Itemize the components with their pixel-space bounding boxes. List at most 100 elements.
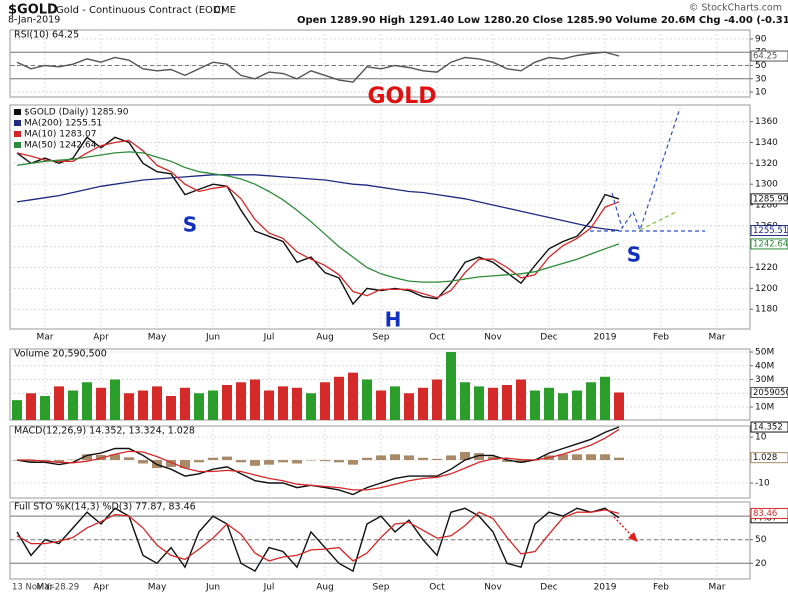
last-value-label: 1.028 xyxy=(753,453,777,463)
x-tick-label: Feb xyxy=(653,583,669,592)
panel-frame xyxy=(9,425,751,499)
histogram-bar xyxy=(614,457,624,461)
series-line xyxy=(16,174,620,232)
legend-entry: $GOLD (Daily) 1285.90 xyxy=(24,108,129,118)
volume-bar xyxy=(390,386,400,420)
volume-bar xyxy=(446,352,456,420)
series-line xyxy=(16,507,620,573)
x-tick-label: Oct xyxy=(429,333,445,343)
x-tick-label: Mar xyxy=(709,583,726,592)
panel-frame xyxy=(9,501,751,580)
quote: Open 1289.90 High 1291.40 Low 1280.20 Cl… xyxy=(297,15,788,26)
volume-bar xyxy=(572,390,582,420)
volume-bar xyxy=(124,393,134,420)
histogram-bar xyxy=(516,460,526,463)
x-tick-label: Jul xyxy=(263,583,275,592)
histogram-bar xyxy=(362,457,372,461)
panel-legend: Full STO %K(14,3) %D(3) 77.87, 83.46 xyxy=(14,502,196,513)
credit: © StockCharts.com xyxy=(689,3,782,14)
sto-arrow xyxy=(613,516,633,537)
histogram-bar xyxy=(110,454,120,461)
volume-bar xyxy=(502,385,512,420)
cursor-readout: 13 Nov Y:-28.29 xyxy=(12,583,79,592)
last-value-label: 1285.90 xyxy=(753,194,788,204)
x-tick-label: May xyxy=(148,583,167,592)
histogram-bar xyxy=(600,454,610,461)
volume-bar xyxy=(306,393,316,420)
volume-bar xyxy=(264,390,274,420)
volume-bar xyxy=(334,376,344,420)
y-tick-label: 1280 xyxy=(755,201,778,211)
volume-bar xyxy=(138,390,148,420)
x-tick-label: Mar xyxy=(37,583,54,592)
volume-bar xyxy=(474,386,484,420)
y-tick-label: 50 xyxy=(755,61,767,71)
y-tick-label: 30M xyxy=(755,375,774,385)
last-value-label: 20590500 xyxy=(753,388,788,398)
x-tick-label: 2019 xyxy=(594,583,617,592)
histogram-bar xyxy=(572,454,582,461)
histogram-bar xyxy=(250,460,260,466)
volume-bar xyxy=(460,382,470,420)
histogram-bar xyxy=(96,454,106,461)
y-tick-label: 50 xyxy=(755,535,767,545)
last-value-label: 14.352 xyxy=(753,423,783,433)
histogram-bar xyxy=(474,453,484,461)
last-value-box xyxy=(750,238,788,250)
legend-swatch xyxy=(14,109,21,115)
legend-swatch xyxy=(14,120,21,126)
volume-bar xyxy=(320,382,330,420)
legend-swatch xyxy=(14,142,21,148)
volume-bar xyxy=(348,372,358,420)
x-tick-label: Apr xyxy=(93,333,109,343)
histogram-bar xyxy=(502,460,512,462)
volume-bar xyxy=(432,379,442,420)
histogram-bar xyxy=(376,455,386,461)
y-tick-label: 1300 xyxy=(755,180,778,190)
volume-bar xyxy=(26,393,36,420)
volume-bar xyxy=(250,379,260,420)
volume-bar xyxy=(530,390,540,420)
x-tick-label: Mar xyxy=(709,333,726,343)
projection-path xyxy=(611,107,681,232)
volume-bar xyxy=(362,379,372,420)
x-tick-label: Dec xyxy=(540,333,557,343)
x-tick-label: Apr xyxy=(93,583,109,592)
y-tick-label: 10 xyxy=(755,433,767,443)
histogram-bar xyxy=(278,460,288,463)
volume-bar xyxy=(222,385,232,420)
histogram-bar xyxy=(68,459,78,461)
legend-swatch xyxy=(14,131,21,137)
annotation: S xyxy=(183,213,197,237)
y-tick-label: 1220 xyxy=(755,263,778,273)
y-tick-label: 50M xyxy=(755,348,774,358)
panel-legend: MACD(12,26,9) 14.352, 13.324, 1.028 xyxy=(14,426,195,437)
y-tick-label: 40M xyxy=(755,361,774,371)
series-line xyxy=(16,136,620,306)
y-tick-label: 1320 xyxy=(755,159,778,169)
volume-bar xyxy=(544,387,554,420)
series-line xyxy=(16,51,620,83)
volume-bar xyxy=(418,387,428,420)
series-line xyxy=(17,428,620,491)
x-tick-label: 2019 xyxy=(594,333,617,343)
histogram-bar xyxy=(180,460,190,469)
series-line xyxy=(16,151,620,283)
last-value-box xyxy=(750,452,788,464)
histogram-bar xyxy=(208,457,218,461)
volume-bar xyxy=(194,393,204,420)
legend-entry: MA(200) 1255.51 xyxy=(24,119,102,129)
volume-bar xyxy=(558,393,568,420)
histogram-bar xyxy=(418,457,428,461)
x-tick-label: Feb xyxy=(653,333,669,343)
panel-legend: RSI(10) 64.25 xyxy=(14,30,79,41)
volume-bar xyxy=(236,382,246,420)
x-tick-label: Nov xyxy=(484,333,502,343)
description: Gold - Continuous Contract (EOD) xyxy=(56,5,225,16)
x-tick-label: Aug xyxy=(316,583,334,592)
volume-bar xyxy=(12,400,22,420)
x-tick-label: May xyxy=(148,333,167,343)
last-value-label: 1255.51 xyxy=(753,226,788,236)
last-value-label: 1242.64 xyxy=(753,239,788,249)
